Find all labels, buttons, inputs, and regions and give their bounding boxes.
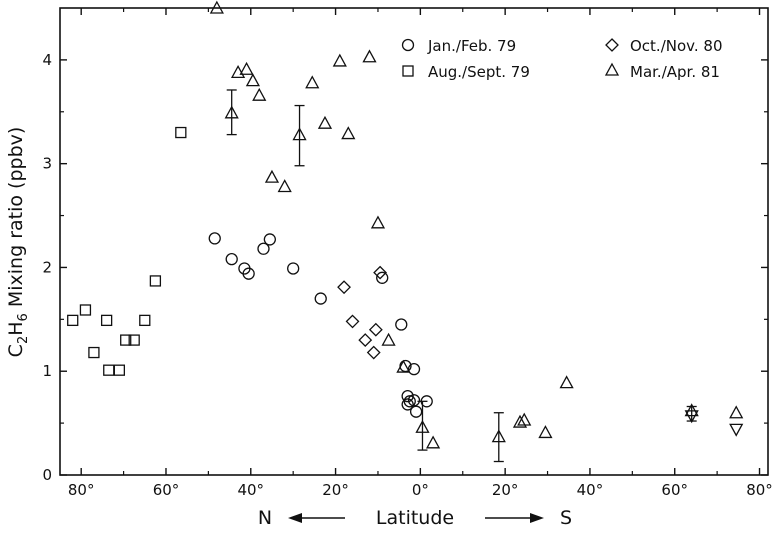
data-point-triangle <box>559 375 574 389</box>
x-tick-label: 60° <box>661 481 688 499</box>
x-tick-label: 20° <box>492 481 519 499</box>
data-point-triangle <box>317 115 333 129</box>
data-point-triangle <box>239 61 254 75</box>
data-point-triangle <box>396 359 411 373</box>
arrow-south-head <box>530 513 544 523</box>
data-point-triangle <box>230 64 246 78</box>
legend-label-mar-apr-81: Mar./Apr. 81 <box>630 63 720 81</box>
data-point-circle <box>401 389 414 403</box>
data-point-circle <box>376 271 389 284</box>
legend: Jan./Feb. 79 Aug./Sept. 79 Oct./Nov. 80 … <box>401 37 723 81</box>
data-point-triangle <box>245 73 260 87</box>
data-point-circle <box>401 398 414 411</box>
legend-label-aug-sept-79: Aug./Sept. 79 <box>428 63 530 81</box>
data-point-circle <box>407 394 421 407</box>
data-point-circle <box>208 232 221 245</box>
data-point-circle <box>314 292 327 305</box>
y-tick-label: 1 <box>42 362 52 380</box>
data-point-triangle-down <box>729 423 744 437</box>
data-point-diamond <box>345 314 360 329</box>
x-axis-label: Latitude <box>376 507 454 529</box>
data-point-triangle <box>491 429 506 443</box>
data-point-square <box>67 314 79 327</box>
data-point-triangle <box>425 435 441 449</box>
legend-marker-diamond <box>605 38 619 52</box>
x-tick-label: 40° <box>237 481 264 499</box>
data-point-square <box>113 364 126 376</box>
data-point-triangle <box>341 126 356 140</box>
data-point-square <box>120 334 132 346</box>
x-tick-label: 80° <box>68 481 95 499</box>
data-point-triangle <box>292 127 307 141</box>
data-point-triangle <box>729 405 744 419</box>
data-point-triangle <box>224 105 239 119</box>
x-axis-south-label: S <box>560 507 572 529</box>
data-point-square <box>100 314 113 327</box>
data-point-triangle <box>538 425 553 439</box>
data-point-circle <box>242 267 255 280</box>
data-point-square <box>103 364 115 376</box>
data-point-square <box>149 275 162 287</box>
legend-label-oct-nov-80: Oct./Nov. 80 <box>630 37 723 55</box>
data-point-diamond <box>366 345 381 360</box>
x-tick-label: 0° <box>412 481 429 499</box>
arrow-north-head <box>288 513 302 523</box>
data-point-circle <box>395 318 408 331</box>
data-point-diamond <box>373 265 388 280</box>
legend-label-jan-feb-79: Jan./Feb. 79 <box>427 37 516 55</box>
data-point-diamond <box>337 280 351 295</box>
data-point-circle <box>420 395 433 408</box>
data-point-diamond <box>358 333 373 348</box>
legend-marker-square <box>402 65 414 77</box>
data-point-triangle <box>362 49 377 63</box>
y-tick-label: 2 <box>42 258 52 276</box>
data-point-triangle <box>305 75 320 89</box>
legend-marker-circle <box>401 38 415 52</box>
data-point-triangle <box>252 87 267 101</box>
plot-frame <box>59 7 769 476</box>
y-axis-label: C2H6 Mixing ratio (ppbv) <box>5 127 31 358</box>
x-tick-label: 80° <box>746 481 773 499</box>
data-point-triangle <box>332 53 347 67</box>
y-tick-label: 3 <box>42 155 52 173</box>
data-point-square <box>175 126 187 139</box>
data-point-square <box>79 304 92 316</box>
x-tick-label: 60° <box>153 481 180 499</box>
data-point-circle <box>225 252 238 266</box>
data-point-circle <box>403 395 416 408</box>
data-point-triangle <box>264 169 280 183</box>
data-point-triangle <box>370 215 386 229</box>
data-point-triangle <box>512 414 528 428</box>
legend-marker-triangle <box>604 62 620 76</box>
data-point-triangle <box>517 412 532 426</box>
data-point-circle <box>257 242 270 255</box>
data-point-triangle <box>277 179 292 193</box>
x-axis-label-group: N Latitude S <box>258 507 572 529</box>
data-point-triangle <box>415 419 430 433</box>
x-tick-label: 20° <box>322 481 349 499</box>
data-point-square <box>128 334 140 346</box>
data-point-triangle <box>684 403 699 417</box>
data-point-triangle <box>209 0 224 14</box>
data-point-triangle-down <box>684 410 699 424</box>
data-point-circle <box>263 233 277 246</box>
data-point-circle <box>287 262 300 275</box>
data-point-diamond <box>368 322 383 337</box>
x-tick-label: 40° <box>577 481 604 499</box>
data-point-triangle <box>381 332 396 346</box>
data-point-square <box>88 346 100 359</box>
y-tick-label: 4 <box>42 51 52 69</box>
y-tick-label: 0 <box>42 466 52 484</box>
x-axis-north-label: N <box>258 507 272 529</box>
data-point-square <box>139 314 151 327</box>
data-point-circle <box>409 405 423 418</box>
